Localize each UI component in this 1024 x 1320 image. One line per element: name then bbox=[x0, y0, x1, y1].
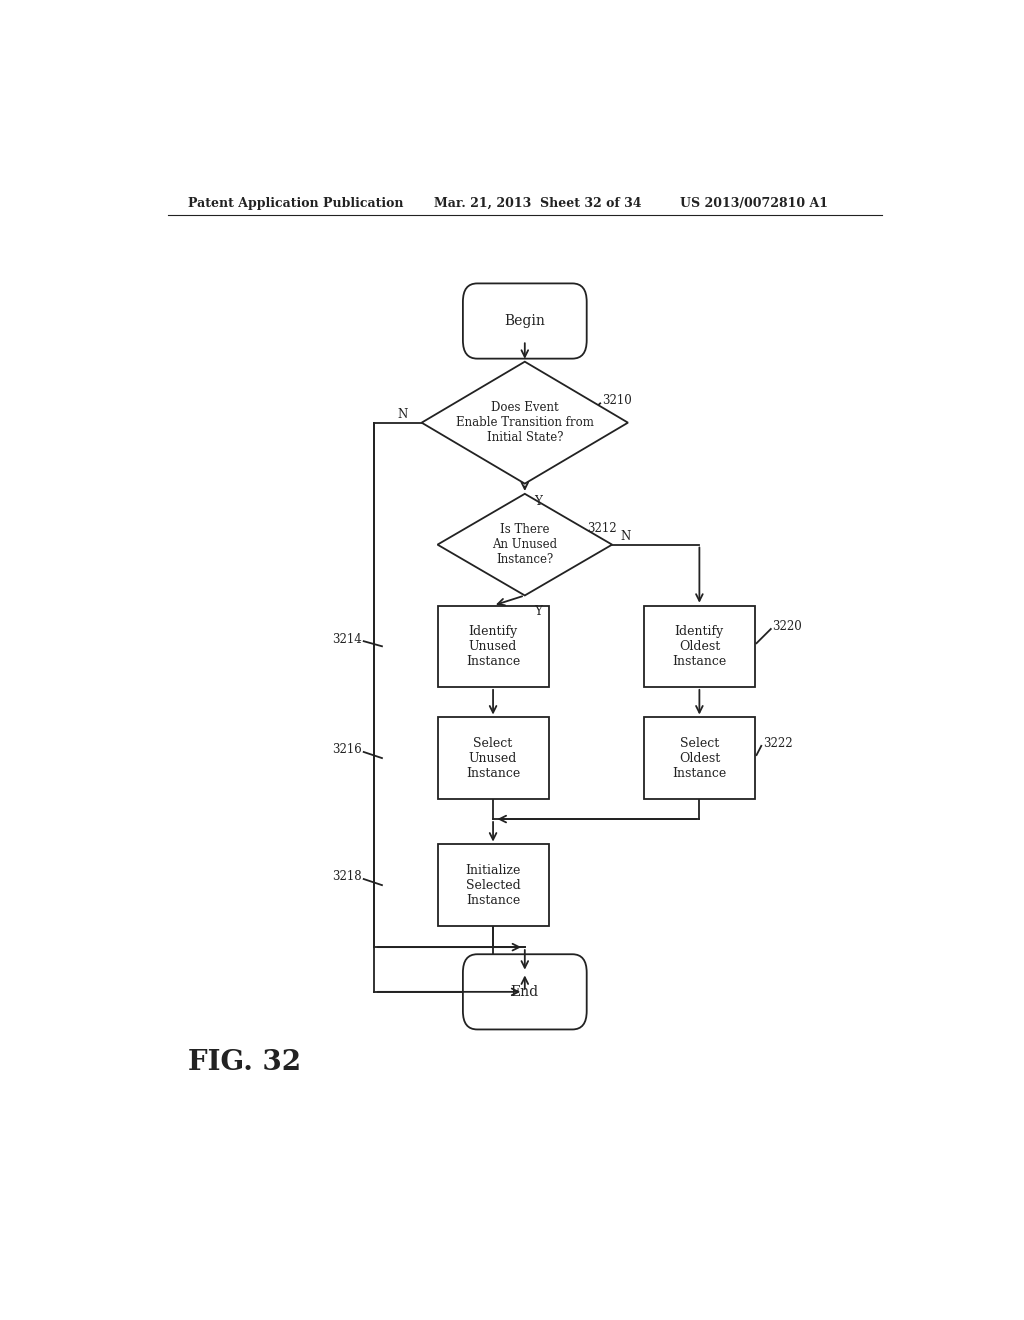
FancyBboxPatch shape bbox=[644, 606, 755, 686]
FancyBboxPatch shape bbox=[644, 718, 755, 799]
Text: Mar. 21, 2013  Sheet 32 of 34: Mar. 21, 2013 Sheet 32 of 34 bbox=[433, 197, 641, 210]
Text: N: N bbox=[397, 408, 409, 421]
Text: Patent Application Publication: Patent Application Publication bbox=[187, 197, 403, 210]
Text: Y: Y bbox=[535, 605, 542, 618]
Text: FIG. 32: FIG. 32 bbox=[187, 1049, 301, 1077]
FancyBboxPatch shape bbox=[437, 606, 549, 686]
Text: Begin: Begin bbox=[505, 314, 545, 329]
Text: 3222: 3222 bbox=[763, 738, 793, 750]
Text: Select
Unused
Instance: Select Unused Instance bbox=[466, 737, 520, 780]
Text: Identify
Unused
Instance: Identify Unused Instance bbox=[466, 624, 520, 668]
FancyBboxPatch shape bbox=[437, 718, 549, 799]
Text: US 2013/0072810 A1: US 2013/0072810 A1 bbox=[680, 197, 827, 210]
Text: Initialize
Selected
Instance: Initialize Selected Instance bbox=[465, 863, 521, 907]
Polygon shape bbox=[437, 494, 612, 595]
FancyBboxPatch shape bbox=[463, 284, 587, 359]
Text: N: N bbox=[620, 531, 631, 543]
Text: 3210: 3210 bbox=[602, 393, 633, 407]
Text: 3212: 3212 bbox=[587, 521, 616, 535]
Text: 3214: 3214 bbox=[333, 632, 362, 645]
Text: Select
Oldest
Instance: Select Oldest Instance bbox=[673, 737, 726, 780]
Text: Identify
Oldest
Instance: Identify Oldest Instance bbox=[673, 624, 726, 668]
FancyBboxPatch shape bbox=[463, 954, 587, 1030]
FancyBboxPatch shape bbox=[437, 845, 549, 925]
Text: 3218: 3218 bbox=[333, 870, 362, 883]
Text: End: End bbox=[511, 985, 539, 999]
Text: Does Event
Enable Transition from
Initial State?: Does Event Enable Transition from Initia… bbox=[456, 401, 594, 444]
Text: Is There
An Unused
Instance?: Is There An Unused Instance? bbox=[493, 523, 557, 566]
Text: 3216: 3216 bbox=[333, 743, 362, 756]
Polygon shape bbox=[422, 362, 628, 483]
Text: 3220: 3220 bbox=[772, 620, 802, 634]
Text: Y: Y bbox=[535, 495, 542, 508]
